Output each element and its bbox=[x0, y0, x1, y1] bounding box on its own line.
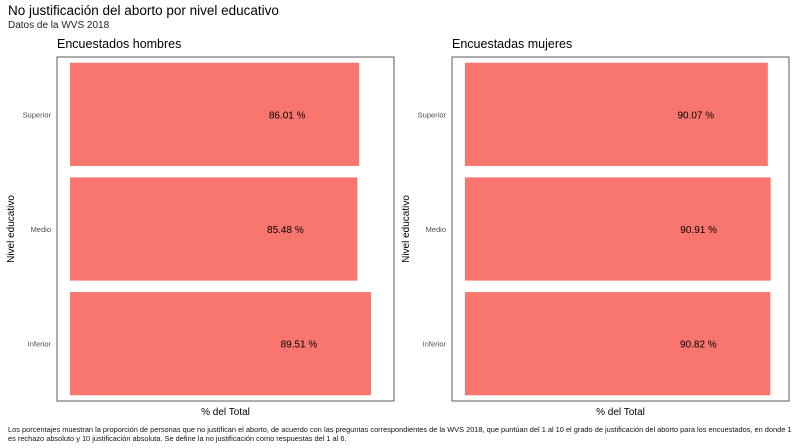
y-tick-label: Inferior bbox=[28, 340, 52, 349]
y-tick-label: Superior bbox=[418, 110, 447, 119]
chart-subtitle: Datos de la WVS 2018 bbox=[8, 20, 110, 31]
bar-medio bbox=[70, 177, 358, 281]
y-tick-label: Medio bbox=[31, 225, 51, 234]
x-axis-title: % del Total bbox=[201, 407, 250, 418]
bar-value-label: 90.07 % bbox=[677, 110, 714, 121]
bar-value-label: 90.91 % bbox=[680, 225, 717, 236]
bar-superior bbox=[465, 62, 768, 166]
y-axis-title: Nivel educativo bbox=[6, 195, 17, 263]
y-tick-label: Superior bbox=[23, 110, 52, 119]
bar-value-label: 86.01 % bbox=[269, 110, 306, 121]
bar-value-label: 90.82 % bbox=[680, 340, 717, 351]
bar-superior bbox=[70, 62, 360, 166]
y-tick-label: Inferior bbox=[423, 340, 447, 349]
panel-border bbox=[56, 56, 395, 402]
y-axis-title: Nivel educativo bbox=[401, 195, 412, 263]
bar-value-label: 89.51 % bbox=[281, 340, 318, 351]
bar-value-label: 85.48 % bbox=[267, 225, 304, 236]
panel-border bbox=[451, 56, 790, 402]
chart-title: No justificación del aborto por nivel ed… bbox=[8, 3, 279, 18]
panel-title: Encuestadas mujeres bbox=[452, 37, 572, 51]
bar-inferior bbox=[70, 292, 371, 396]
bar-medio bbox=[465, 177, 771, 281]
chart-caption: Los porcentajes muestran la proporción d… bbox=[8, 425, 792, 443]
panel-title: Encuestados hombres bbox=[57, 37, 181, 51]
x-axis-title: % del Total bbox=[596, 407, 645, 418]
y-tick-label: Medio bbox=[426, 225, 446, 234]
bar-inferior bbox=[465, 292, 771, 396]
